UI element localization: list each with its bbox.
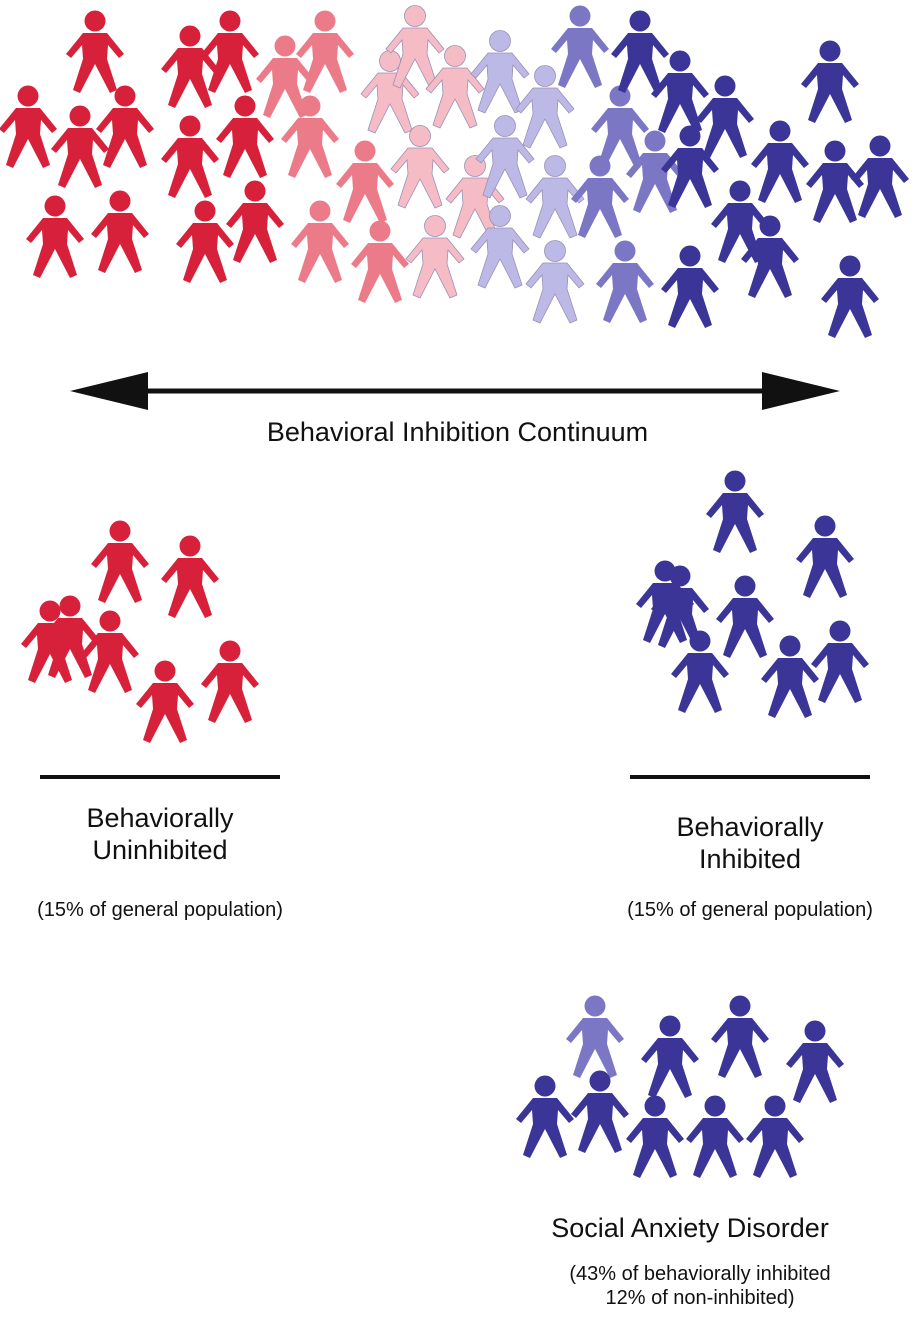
person-icon	[91, 520, 149, 603]
person-icon	[136, 660, 194, 743]
person-icon	[641, 1015, 699, 1098]
person-icon	[425, 45, 485, 129]
person-icon	[0, 85, 57, 168]
person-icon	[711, 995, 769, 1078]
inhibited-note: (15% of general population)	[627, 899, 873, 921]
person-icon	[611, 10, 669, 93]
social-anxiety-figures	[516, 995, 844, 1178]
inhibited-title-line2: Inhibited	[698, 844, 802, 874]
person-icon	[821, 255, 879, 338]
inhibited-divider	[630, 775, 870, 779]
person-icon	[851, 135, 909, 218]
inhibited-figures	[636, 470, 869, 718]
uninhibited-title-line1: Behaviorally	[86, 803, 234, 833]
person-icon	[51, 105, 109, 188]
person-icon	[596, 240, 654, 323]
uninhibited-note: (15% of general population)	[37, 899, 283, 921]
person-icon	[390, 125, 450, 209]
person-icon	[551, 5, 609, 88]
person-icon	[81, 610, 139, 693]
person-icon	[786, 1020, 844, 1103]
person-icon	[161, 25, 219, 108]
person-icon	[716, 575, 774, 658]
sad-note-line1: (43% of behaviorally inhibited	[569, 1263, 831, 1285]
person-icon	[226, 180, 284, 263]
person-icon	[91, 190, 149, 273]
person-icon	[161, 115, 219, 198]
uninhibited-figures	[21, 520, 259, 743]
person-icon	[296, 10, 354, 93]
uninhibited-title: Behaviorally Uninhibited	[40, 802, 280, 866]
person-icon	[161, 535, 219, 618]
person-icon	[26, 195, 84, 278]
uninhibited-divider	[40, 775, 280, 779]
person-icon	[661, 245, 719, 328]
person-icon	[746, 1095, 804, 1178]
person-icon	[176, 200, 234, 283]
person-icon	[96, 85, 154, 168]
person-icon	[281, 95, 339, 178]
person-icon	[351, 220, 409, 303]
person-icon	[201, 640, 259, 723]
person-icon	[626, 1095, 684, 1178]
person-icon	[761, 635, 819, 718]
person-icon	[66, 10, 124, 93]
person-icon	[686, 1095, 744, 1178]
person-icon	[751, 120, 809, 203]
sad-note: (43% of behaviorally inhibited 12% of no…	[510, 1262, 890, 1310]
continuum-label: Behavioral Inhibition Continuum	[266, 417, 649, 447]
person-icon	[291, 200, 349, 283]
person-icon	[571, 1070, 629, 1153]
inhibited-title: Behaviorally Inhibited	[630, 811, 870, 875]
sad-note-line2: 12% of non-inhibited)	[605, 1287, 795, 1309]
sad-title: Social Anxiety Disorder	[551, 1213, 829, 1243]
inhibited-title-line1: Behaviorally	[676, 812, 824, 842]
crowd-continuum	[0, 5, 909, 338]
person-icon	[696, 75, 754, 158]
person-icon	[801, 40, 859, 123]
uninhibited-title-line2: Uninhibited	[92, 835, 228, 865]
double-headed-arrow	[70, 372, 840, 410]
person-icon	[566, 995, 624, 1078]
person-icon	[706, 470, 764, 553]
person-icon	[470, 30, 530, 114]
person-icon	[336, 140, 394, 223]
person-icon	[571, 155, 629, 238]
person-icon	[201, 10, 259, 93]
person-icon	[796, 515, 854, 598]
person-icon	[525, 240, 585, 324]
person-icon	[516, 1075, 574, 1158]
person-icon	[811, 620, 869, 703]
